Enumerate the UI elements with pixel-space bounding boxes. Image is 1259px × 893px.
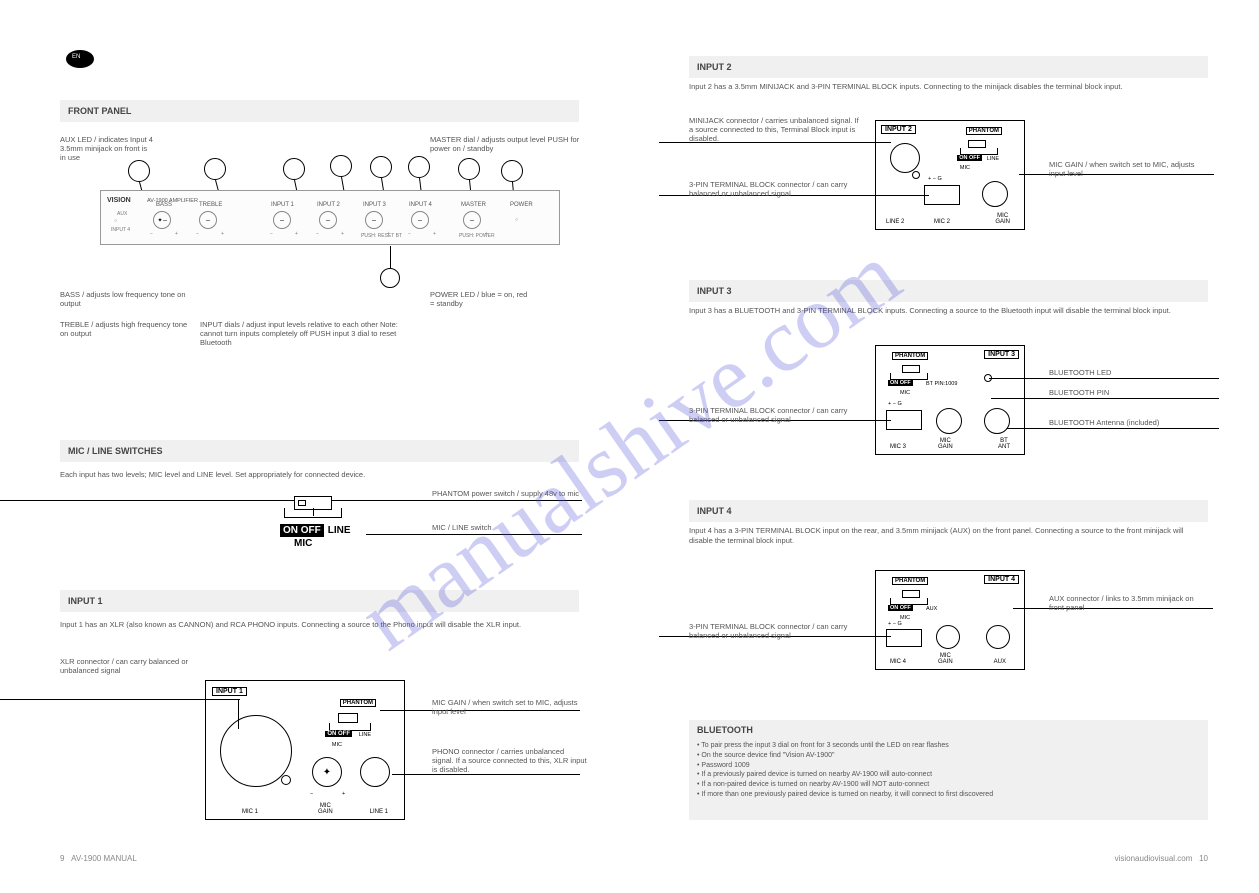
bt-ant: [984, 408, 1010, 434]
co-circle-aux: [128, 160, 150, 182]
phono-connector: [360, 757, 390, 787]
bluetooth-box: BLUETOOTH • To pair press the input 3 di…: [689, 720, 1208, 820]
fp-model: AV-1900 AMPLIFIER: [147, 198, 198, 204]
terminal-block-3: [886, 410, 922, 430]
mic-gain-2: [982, 181, 1008, 207]
input2-panel: INPUT 2 PHANTOM ON OFF LINE MIC + − G LI…: [875, 120, 1025, 230]
lang-code: EN: [72, 54, 80, 60]
co-circle-treble: [204, 158, 226, 180]
callout-bass: BASS / adjusts low frequency tone on out…: [60, 290, 190, 308]
callout-aux: AUX LED / indicates Input 4 3.5mm minija…: [60, 135, 155, 162]
input1-text: Input 1 has an XLR (also known as CANNON…: [60, 620, 560, 630]
page-left: EN FRONT PANEL AUX LED / indicates Input…: [0, 0, 629, 893]
input3-panel: INPUT 3 PHANTOM ON OFF BT PIN:1009 MIC +…: [875, 345, 1025, 455]
input4-text: Input 4 has a 3-PIN TERMINAL BLOCK input…: [689, 526, 1189, 546]
header-mic-switches: MIC / LINE SWITCHES: [60, 440, 579, 462]
callout-treble: TREBLE / adjusts high frequency tone on …: [60, 320, 190, 338]
callout-mj2: MINIJACK connector / carries unbalanced …: [689, 116, 859, 143]
header-input1: INPUT 1: [60, 590, 579, 612]
mic-gain-3: [936, 408, 962, 434]
callout-gain2: MIC GAIN / when switch set to MIC, adjus…: [1049, 160, 1209, 178]
fp-brand: VISION: [107, 197, 131, 204]
switch-diagram: ON OFFLINE MIC: [280, 496, 351, 549]
callout-phono: PHONO connector / carries unbalanced sig…: [432, 747, 587, 774]
callout-tb2: 3-PIN TERMINAL BLOCK connector / can car…: [689, 180, 859, 198]
footer-right: visionaudiovisual.com 10: [1115, 854, 1208, 863]
input4-panel: INPUT 4 PHANTOM ON OFF AUX MIC + − G MIC…: [875, 570, 1025, 670]
callout-tb3: 3-PIN TERMINAL BLOCK connector / can car…: [689, 406, 859, 424]
callout-phantom: PHANTOM power switch / supply 48v to mic: [432, 489, 582, 498]
page-right: INPUT 2 Input 2 has a 3.5mm MINIJACK and…: [629, 0, 1258, 893]
callout-micline: MIC / LINE switch: [432, 523, 582, 532]
input3-text: Input 3 has a BLUETOOTH and 3-PIN TERMIN…: [689, 306, 1189, 316]
callout-aux4: AUX connector / links to 3.5mm minijack …: [1049, 594, 1209, 612]
footer-left: 9 AV-1900 MANUAL: [60, 854, 137, 863]
header-input3: INPUT 3: [689, 280, 1208, 302]
callout-btpin: BLUETOOTH PIN: [1049, 388, 1149, 397]
aux-connector: [986, 625, 1010, 649]
mic-gain-4: [936, 625, 960, 649]
callout-gain1: MIC GAIN / when switch set to MIC, adjus…: [432, 698, 587, 716]
header-input4: INPUT 4: [689, 500, 1208, 522]
callout-btant: BLUETOOTH Antenna (included): [1049, 418, 1189, 427]
co-circle-btreset: [380, 268, 400, 288]
callout-tb4: 3-PIN TERMINAL BLOCK connector / can car…: [689, 622, 859, 640]
callout-power: POWER LED / blue = on, red = standby: [430, 290, 530, 308]
mic-switch-text: Each input has two levels; MIC level and…: [60, 470, 560, 480]
input1-panel: INPUT 1 PHANTOM ON OFF LINE MIC ✦ −+ MIC…: [205, 680, 405, 820]
minijack-2: [890, 143, 920, 173]
callout-xlr: XLR connector / can carry balanced or un…: [60, 657, 200, 675]
callout-master: MASTER dial / adjusts output level PUSH …: [430, 135, 580, 153]
callout-btled: BLUETOOTH LED: [1049, 368, 1149, 377]
terminal-block-4: [886, 629, 922, 647]
input2-text: Input 2 has a 3.5mm MINIJACK and 3-PIN T…: [689, 82, 1189, 92]
terminal-block-2: [924, 185, 960, 205]
front-panel-diagram: VISION AV-1900 AMPLIFIER AUX ○ INPUT 4 ✦…: [100, 190, 560, 245]
header-input2: INPUT 2: [689, 56, 1208, 78]
header-front-panel: FRONT PANEL: [60, 100, 579, 122]
callout-input-dials: INPUT dials / adjust input levels relati…: [200, 320, 410, 347]
mic-gain-knob: ✦: [312, 757, 342, 787]
